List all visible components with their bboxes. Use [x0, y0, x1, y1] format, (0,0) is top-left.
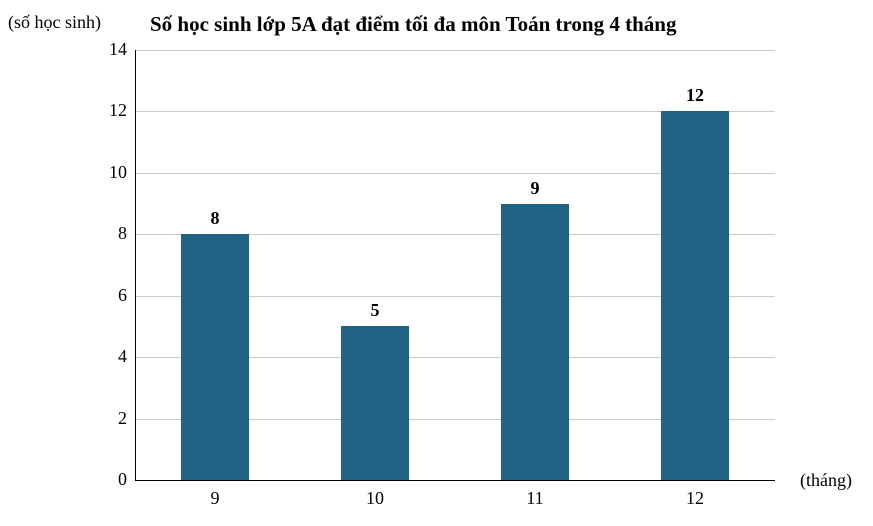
- x-axis-label: (tháng): [800, 470, 852, 491]
- bar: [501, 204, 568, 480]
- ytick-label: 4: [97, 346, 127, 367]
- y-axis-line: [135, 50, 136, 480]
- y-axis-label: (số học sinh): [8, 12, 101, 33]
- xtick-label: 9: [195, 488, 235, 509]
- bar-value-label: 12: [665, 85, 725, 106]
- xtick-label: 10: [355, 488, 395, 509]
- chart-container: (số học sinh) Số học sinh lớp 5A đạt điể…: [0, 0, 873, 526]
- ytick-label: 0: [97, 469, 127, 490]
- bar-value-label: 5: [345, 300, 405, 321]
- bar: [341, 326, 408, 480]
- bar: [661, 111, 728, 480]
- ytick-label: 14: [97, 39, 127, 60]
- ytick-label: 8: [97, 223, 127, 244]
- xtick-label: 12: [675, 488, 715, 509]
- chart-title: Số học sinh lớp 5A đạt điểm tối đa môn T…: [150, 12, 676, 37]
- plot-area: 02468101214895109111212: [135, 50, 775, 480]
- xtick-label: 11: [515, 488, 555, 509]
- x-axis-line: [135, 480, 775, 481]
- ytick-label: 10: [97, 162, 127, 183]
- ytick-label: 6: [97, 285, 127, 306]
- ytick-label: 12: [97, 100, 127, 121]
- grid-line: [135, 50, 775, 51]
- bar: [181, 234, 248, 480]
- bar-value-label: 9: [505, 178, 565, 199]
- bar-value-label: 8: [185, 208, 245, 229]
- ytick-label: 2: [97, 408, 127, 429]
